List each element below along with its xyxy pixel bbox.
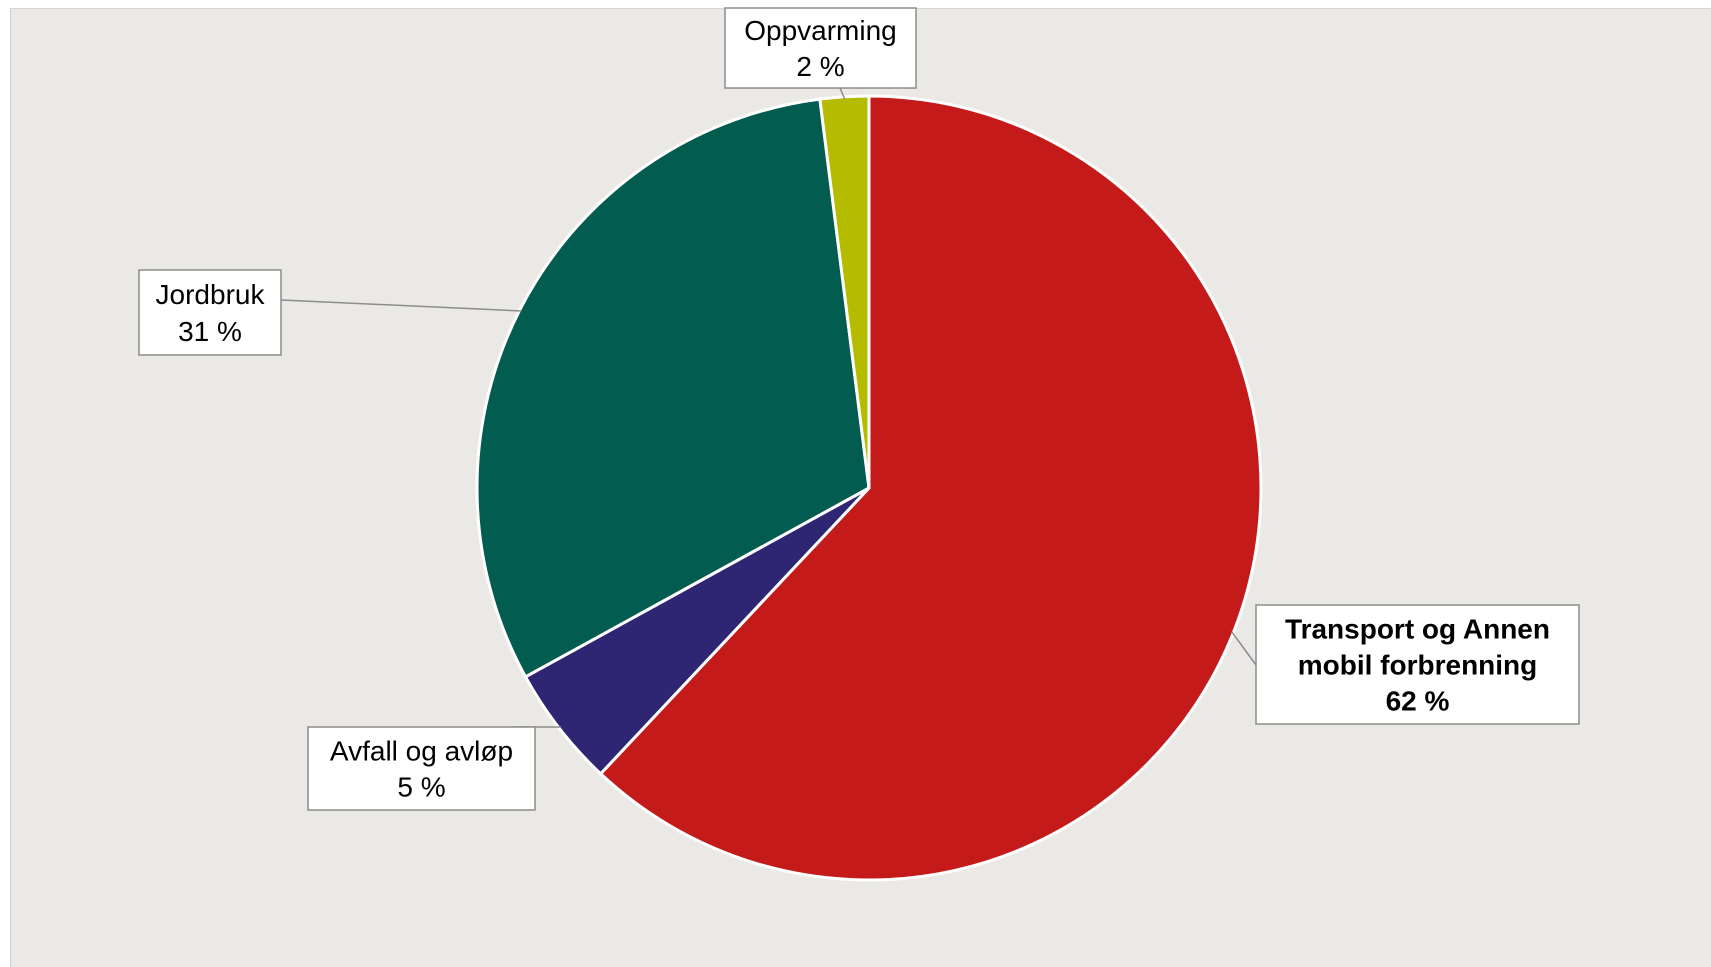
- data-label-percent: 62 %: [1386, 686, 1450, 717]
- data-label-transport-og-annen-mobil-forbrenning: Transport og Annen mobil forbrenning 62 %: [1232, 605, 1579, 724]
- data-label-name: mobil forbrenning: [1298, 650, 1538, 681]
- data-label-avfall-og-avlop: Avfall og avløp 5 %: [308, 727, 561, 810]
- data-label-jordbruk: Jordbruk 31 %: [139, 270, 522, 355]
- leader-line: [1232, 632, 1256, 665]
- data-label-name: Avfall og avløp: [330, 736, 513, 767]
- leader-line: [281, 300, 522, 311]
- data-label-oppvarming: Oppvarming 2 %: [725, 8, 916, 99]
- data-label-name: Transport og Annen: [1285, 614, 1550, 645]
- data-label-name: Jordbruk: [156, 279, 266, 310]
- data-label-name: Oppvarming: [744, 15, 897, 46]
- pie-slices: [477, 96, 1261, 880]
- data-label-percent: 31 %: [178, 316, 242, 347]
- data-label-percent: 5 %: [397, 772, 445, 803]
- data-label-percent: 2 %: [796, 51, 844, 82]
